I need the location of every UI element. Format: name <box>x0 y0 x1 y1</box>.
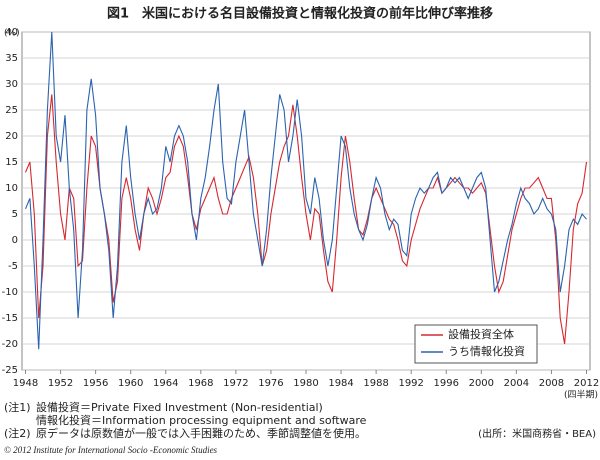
y-tick-label: 35 <box>5 53 18 64</box>
legend-label: うち情報化投資 <box>448 344 525 358</box>
y-tick-label: 10 <box>5 183 18 194</box>
chart-title: 図1 米国における名目設備投資と情報化投資の前年比伸び率推移 <box>107 6 493 22</box>
y-unit-label: (%) <box>4 29 20 39</box>
x-tick-label: 1988 <box>363 378 388 389</box>
y-tick-label: -25 <box>2 365 18 376</box>
x-tick-label: 1964 <box>153 378 178 389</box>
x-tick-label: 1968 <box>188 378 213 389</box>
x-tick-label: 1956 <box>83 378 108 389</box>
plot-area <box>21 31 591 371</box>
y-tick-label: -15 <box>2 313 18 324</box>
y-tick-label: -20 <box>2 339 18 350</box>
y-tick-label: -5 <box>8 261 18 272</box>
x-tick-label: 1996 <box>434 378 459 389</box>
x-tick-label: 2008 <box>539 378 564 389</box>
source: (出所：米国商務省・BEA) <box>478 427 596 440</box>
x-tick-label: 1960 <box>118 378 143 389</box>
copyright: © 2012 Institute for International Socio… <box>4 445 218 455</box>
y-tick-label: 20 <box>5 131 18 142</box>
note: (注2) <box>4 426 31 440</box>
note: 設備投資＝Private Fixed Investment (Non-resid… <box>36 400 323 414</box>
x-tick-label: 1952 <box>48 378 73 389</box>
note: 原データは原数値が一般では入手困難のため、季節調整値を使用。 <box>36 426 366 440</box>
note: 情報化投資＝Information processing equipment a… <box>36 413 367 427</box>
y-tick-label: 15 <box>5 157 18 168</box>
y-tick-label: 40 <box>5 27 18 38</box>
y-tick-label: 5 <box>12 209 18 220</box>
legend-label: 設備投資全体 <box>448 327 514 341</box>
x-tick-label: 1992 <box>398 378 423 389</box>
x-tick-label: 1948 <box>13 378 38 389</box>
y-tick-label: 0 <box>12 235 18 246</box>
x-unit-label: (四半期) <box>564 389 598 401</box>
x-tick-label: 2004 <box>504 378 529 389</box>
x-tick-label: 1980 <box>293 378 318 389</box>
y-tick-label: 30 <box>5 79 18 90</box>
legend-box <box>414 324 538 364</box>
x-tick-label: 2000 <box>469 378 494 389</box>
series-line <box>24 31 587 350</box>
x-tick-label: 1972 <box>223 378 248 389</box>
x-tick-label: 1984 <box>328 378 353 389</box>
note: (注1) <box>4 400 31 414</box>
y-tick-label: 25 <box>5 105 18 116</box>
x-tick-label: 1976 <box>258 378 283 389</box>
y-tick-label: -10 <box>2 287 18 298</box>
x-tick-label: 2012 <box>574 378 599 389</box>
series-line <box>24 94 588 345</box>
